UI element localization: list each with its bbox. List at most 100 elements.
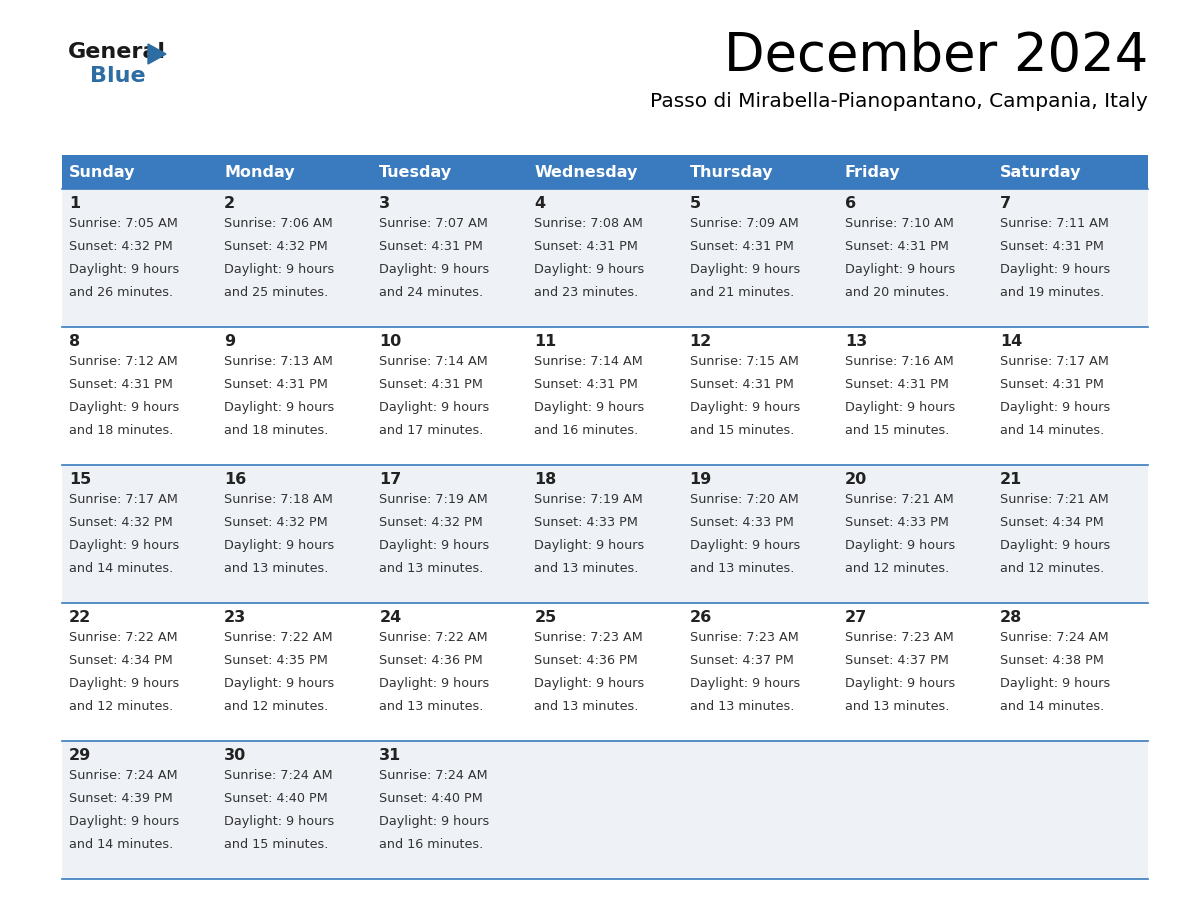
Text: Daylight: 9 hours: Daylight: 9 hours (379, 815, 489, 828)
Text: and 13 minutes.: and 13 minutes. (535, 700, 639, 713)
Text: Thursday: Thursday (689, 165, 773, 181)
Text: Sunset: 4:33 PM: Sunset: 4:33 PM (535, 516, 638, 529)
Text: Sunset: 4:31 PM: Sunset: 4:31 PM (379, 378, 484, 391)
Text: Sunrise: 7:13 AM: Sunrise: 7:13 AM (225, 355, 333, 368)
Text: Sunset: 4:37 PM: Sunset: 4:37 PM (845, 654, 948, 667)
Text: Sunset: 4:32 PM: Sunset: 4:32 PM (69, 240, 172, 253)
Text: Sunday: Sunday (69, 165, 135, 181)
Text: 31: 31 (379, 748, 402, 763)
Text: Sunrise: 7:22 AM: Sunrise: 7:22 AM (69, 631, 178, 644)
Text: and 13 minutes.: and 13 minutes. (379, 700, 484, 713)
Text: Sunrise: 7:09 AM: Sunrise: 7:09 AM (689, 217, 798, 230)
Text: Sunset: 4:36 PM: Sunset: 4:36 PM (379, 654, 484, 667)
Text: Daylight: 9 hours: Daylight: 9 hours (535, 677, 645, 690)
Text: Daylight: 9 hours: Daylight: 9 hours (379, 677, 489, 690)
Text: 24: 24 (379, 610, 402, 625)
Text: 29: 29 (69, 748, 91, 763)
Text: Sunset: 4:32 PM: Sunset: 4:32 PM (379, 516, 484, 529)
Text: 11: 11 (535, 334, 557, 349)
Text: 28: 28 (1000, 610, 1022, 625)
Bar (62, 741, 1148, 879)
Text: Sunrise: 7:21 AM: Sunrise: 7:21 AM (845, 493, 954, 506)
Text: Daylight: 9 hours: Daylight: 9 hours (69, 401, 179, 414)
Text: Sunrise: 7:20 AM: Sunrise: 7:20 AM (689, 493, 798, 506)
Text: Sunset: 4:34 PM: Sunset: 4:34 PM (1000, 516, 1104, 529)
Text: Sunrise: 7:07 AM: Sunrise: 7:07 AM (379, 217, 488, 230)
Bar (993, 155, 1148, 189)
Text: 19: 19 (689, 472, 712, 487)
Text: Daylight: 9 hours: Daylight: 9 hours (69, 677, 179, 690)
Text: Sunrise: 7:18 AM: Sunrise: 7:18 AM (225, 493, 333, 506)
Text: and 19 minutes.: and 19 minutes. (1000, 286, 1104, 299)
Text: 2: 2 (225, 196, 235, 211)
Text: Sunset: 4:31 PM: Sunset: 4:31 PM (535, 378, 638, 391)
Text: Sunrise: 7:19 AM: Sunrise: 7:19 AM (379, 493, 488, 506)
Text: Sunset: 4:31 PM: Sunset: 4:31 PM (845, 240, 948, 253)
Text: Sunset: 4:33 PM: Sunset: 4:33 PM (689, 516, 794, 529)
Text: Sunset: 4:39 PM: Sunset: 4:39 PM (69, 792, 172, 805)
Text: and 12 minutes.: and 12 minutes. (845, 562, 949, 575)
Text: Daylight: 9 hours: Daylight: 9 hours (535, 401, 645, 414)
Text: Daylight: 9 hours: Daylight: 9 hours (69, 815, 179, 828)
Text: Sunset: 4:38 PM: Sunset: 4:38 PM (1000, 654, 1104, 667)
Text: and 12 minutes.: and 12 minutes. (225, 700, 328, 713)
Text: Sunrise: 7:24 AM: Sunrise: 7:24 AM (1000, 631, 1108, 644)
Text: Passo di Mirabella-Pianopantano, Campania, Italy: Passo di Mirabella-Pianopantano, Campani… (650, 92, 1148, 111)
Text: Sunrise: 7:14 AM: Sunrise: 7:14 AM (535, 355, 643, 368)
Text: 14: 14 (1000, 334, 1022, 349)
Text: Sunrise: 7:23 AM: Sunrise: 7:23 AM (535, 631, 643, 644)
Text: and 14 minutes.: and 14 minutes. (1000, 700, 1104, 713)
Text: 26: 26 (689, 610, 712, 625)
Text: Sunrise: 7:12 AM: Sunrise: 7:12 AM (69, 355, 178, 368)
Text: Daylight: 9 hours: Daylight: 9 hours (225, 677, 334, 690)
Text: Sunrise: 7:22 AM: Sunrise: 7:22 AM (379, 631, 488, 644)
Text: and 17 minutes.: and 17 minutes. (379, 424, 484, 437)
Text: Friday: Friday (845, 165, 901, 181)
Bar (62, 603, 1148, 741)
Text: and 15 minutes.: and 15 minutes. (845, 424, 949, 437)
Text: Sunset: 4:32 PM: Sunset: 4:32 PM (225, 516, 328, 529)
Text: Sunset: 4:40 PM: Sunset: 4:40 PM (379, 792, 484, 805)
Text: and 15 minutes.: and 15 minutes. (225, 838, 329, 851)
Text: Daylight: 9 hours: Daylight: 9 hours (225, 263, 334, 276)
Text: Sunset: 4:32 PM: Sunset: 4:32 PM (69, 516, 172, 529)
Text: Daylight: 9 hours: Daylight: 9 hours (845, 263, 955, 276)
Text: Sunrise: 7:15 AM: Sunrise: 7:15 AM (689, 355, 798, 368)
Text: 20: 20 (845, 472, 867, 487)
Text: Daylight: 9 hours: Daylight: 9 hours (1000, 677, 1110, 690)
Bar (62, 189, 1148, 327)
Bar (372, 155, 527, 189)
Text: and 18 minutes.: and 18 minutes. (69, 424, 173, 437)
Text: Sunset: 4:40 PM: Sunset: 4:40 PM (225, 792, 328, 805)
Text: 6: 6 (845, 196, 855, 211)
Text: Sunset: 4:32 PM: Sunset: 4:32 PM (225, 240, 328, 253)
Text: Sunrise: 7:16 AM: Sunrise: 7:16 AM (845, 355, 954, 368)
Text: Daylight: 9 hours: Daylight: 9 hours (225, 401, 334, 414)
Bar (62, 155, 217, 189)
Text: and 24 minutes.: and 24 minutes. (379, 286, 484, 299)
Text: and 16 minutes.: and 16 minutes. (379, 838, 484, 851)
Bar (683, 155, 838, 189)
Text: 4: 4 (535, 196, 545, 211)
Text: 1: 1 (69, 196, 80, 211)
Text: and 21 minutes.: and 21 minutes. (689, 286, 794, 299)
Text: Sunset: 4:31 PM: Sunset: 4:31 PM (845, 378, 948, 391)
Bar (62, 465, 1148, 603)
Text: 3: 3 (379, 196, 391, 211)
Text: Sunrise: 7:21 AM: Sunrise: 7:21 AM (1000, 493, 1108, 506)
Text: Daylight: 9 hours: Daylight: 9 hours (845, 401, 955, 414)
Text: Sunrise: 7:05 AM: Sunrise: 7:05 AM (69, 217, 178, 230)
Text: Daylight: 9 hours: Daylight: 9 hours (69, 263, 179, 276)
Text: December 2024: December 2024 (723, 30, 1148, 82)
Text: and 13 minutes.: and 13 minutes. (225, 562, 329, 575)
Bar (838, 155, 993, 189)
Text: Sunrise: 7:11 AM: Sunrise: 7:11 AM (1000, 217, 1108, 230)
Text: and 13 minutes.: and 13 minutes. (379, 562, 484, 575)
Text: and 20 minutes.: and 20 minutes. (845, 286, 949, 299)
Text: Sunrise: 7:17 AM: Sunrise: 7:17 AM (69, 493, 178, 506)
Text: 22: 22 (69, 610, 91, 625)
Bar (527, 155, 683, 189)
Text: Daylight: 9 hours: Daylight: 9 hours (535, 539, 645, 552)
Text: 13: 13 (845, 334, 867, 349)
Text: and 14 minutes.: and 14 minutes. (69, 838, 173, 851)
